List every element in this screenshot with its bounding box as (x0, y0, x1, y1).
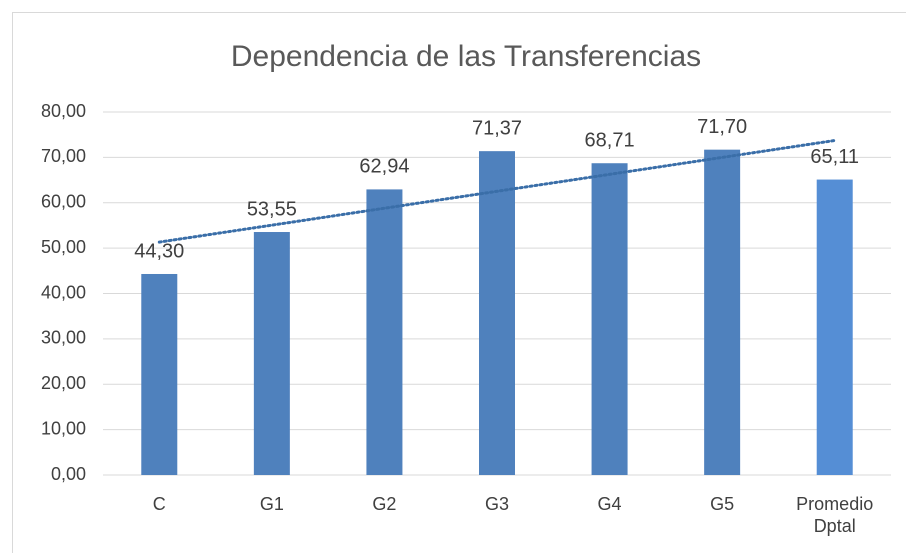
y-tick-label: 50,00 (41, 237, 86, 257)
data-label: 53,55 (247, 198, 297, 220)
y-tick-label: 20,00 (41, 373, 86, 393)
x-tick-label: G4 (597, 494, 622, 514)
trendline (157, 138, 837, 244)
x-tick-label: G1 (259, 494, 284, 514)
bar (479, 151, 515, 475)
x-tick-label: Promedio Dptal (796, 494, 874, 536)
x-tick-label: G5 (710, 494, 735, 514)
y-tick-label: 70,00 (41, 146, 86, 166)
bar (141, 273, 178, 475)
y-tick-label: 80,00 (41, 101, 86, 121)
y-tick-label: 40,00 (41, 282, 86, 302)
y-tick-label: 10,00 (41, 418, 86, 438)
bar (253, 232, 290, 475)
bar (591, 163, 628, 475)
chart-title: Dependencia de las Transferencias (231, 40, 701, 73)
bar (704, 149, 741, 475)
bar (816, 179, 853, 476)
y-tick-label: 0,00 (51, 464, 86, 484)
data-label: 71,37 (472, 117, 522, 139)
x-tick-label: G2 (372, 494, 397, 514)
x-tick-label: C (152, 494, 166, 514)
data-label: 71,70 (697, 116, 747, 138)
y-tick-label: 60,00 (41, 192, 86, 212)
y-tick-label: 30,00 (41, 328, 86, 348)
x-tick-label: G3 (484, 494, 509, 514)
bar (366, 189, 403, 476)
data-label: 68,71 (585, 130, 635, 152)
data-label: 44,30 (134, 240, 184, 262)
data-label: 62,94 (359, 156, 409, 178)
data-label: 65,11 (810, 146, 859, 168)
